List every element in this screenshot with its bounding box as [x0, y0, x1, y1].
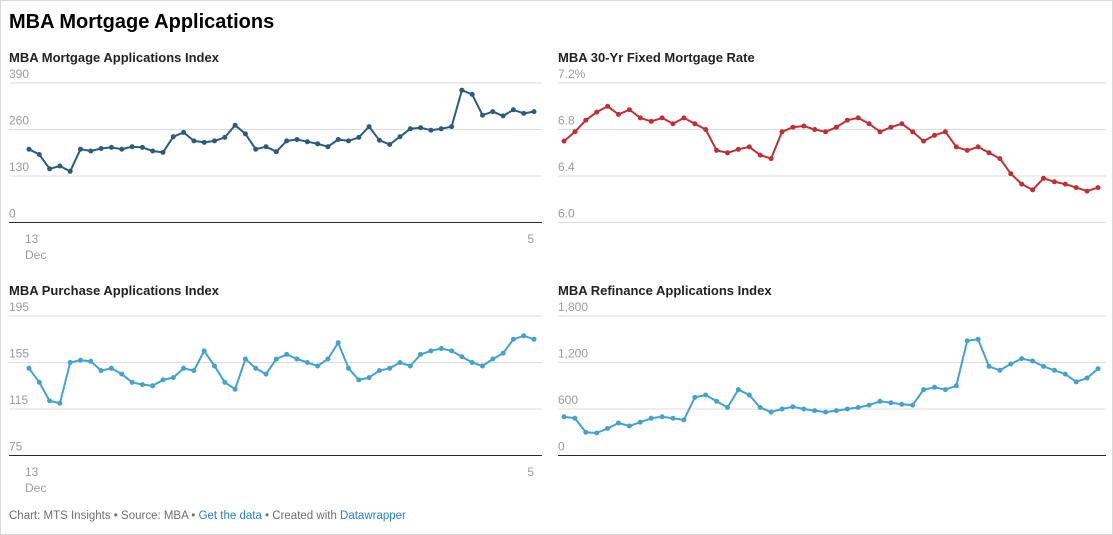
x-axis-start-day: 13	[25, 232, 39, 246]
x-axis-labels: 13 Dec 5	[9, 232, 542, 263]
svg-text:0: 0	[9, 207, 16, 221]
chart-mortgage-applications-index: MBA Mortgage Applications Index 390 260 13…	[9, 50, 542, 263]
chart-title: MBA Refinance Applications Index	[558, 283, 772, 299]
svg-text:75: 75	[9, 440, 23, 454]
svg-text:0: 0	[558, 440, 565, 454]
plot-area: 1,800 1,200 600 0	[558, 302, 1106, 462]
get-the-data-link[interactable]: Get the data	[198, 510, 262, 523]
svg-text:260: 260	[9, 114, 29, 128]
chart-refinance-applications-index: MBA Refinance Applications Index 1,800 1,…	[558, 283, 1106, 496]
svg-text:195: 195	[9, 302, 29, 314]
chart-footer: Chart: MTS Insights • Source: MBA • Get …	[9, 510, 1104, 522]
svg-text:6.8: 6.8	[558, 114, 575, 128]
svg-text:600: 600	[558, 393, 578, 407]
chart-30yr-fixed-rate: MBA 30-Yr Fixed Mortgage Rate 7.2% 6.8 6.4…	[558, 50, 1106, 263]
chart-purchase-applications-index: MBA Purchase Applications Index 195 155 11…	[9, 283, 542, 496]
x-axis-start-day: 13	[25, 465, 39, 480]
x-axis-start-label: 13 Dec	[9, 232, 46, 263]
svg-text:6.4: 6.4	[558, 160, 575, 174]
x-axis-end-label: 5	[527, 465, 534, 480]
plot-area: 7.2% 6.8 6.4 6.0	[558, 69, 1106, 229]
plot-area: 195 155 115 75	[9, 302, 542, 462]
chart-title: MBA Mortgage Applications Index	[9, 50, 219, 65]
x-axis-start-month: Dec	[25, 247, 47, 262]
x-axis-end-label: 5	[527, 232, 534, 246]
x-axis-labels: 13 Dec 5	[9, 465, 542, 496]
charts-grid: MBA Mortgage Applications Index 390 260 13…	[9, 50, 1106, 496]
svg-text:6.0: 6.0	[558, 207, 575, 221]
svg-text:115: 115	[9, 393, 28, 407]
chart-title: MBA Purchase Applications Index	[9, 283, 219, 299]
svg-text:7.2%: 7.2%	[558, 69, 586, 81]
footer-credit-text: Chart: MTS Insights • Source: MBA •	[9, 510, 199, 523]
datawrapper-link[interactable]: Datawrapper	[340, 510, 406, 523]
chart-title: MBA 30-Yr Fixed Mortgage Rate	[558, 50, 755, 65]
footer-created-with-text: • Created with	[261, 510, 341, 523]
svg-text:390: 390	[9, 69, 29, 81]
x-axis-start-label: 13 Dec	[9, 465, 46, 496]
plot-area: 390 260 130 0	[9, 69, 542, 229]
svg-text:155: 155	[9, 347, 29, 361]
page-title: MBA Mortgage Applications	[9, 11, 275, 33]
svg-text:1,200: 1,200	[558, 347, 588, 361]
svg-text:130: 130	[9, 160, 29, 174]
svg-text:1,800: 1,800	[558, 302, 588, 314]
x-axis-start-month: Dec	[25, 480, 47, 495]
